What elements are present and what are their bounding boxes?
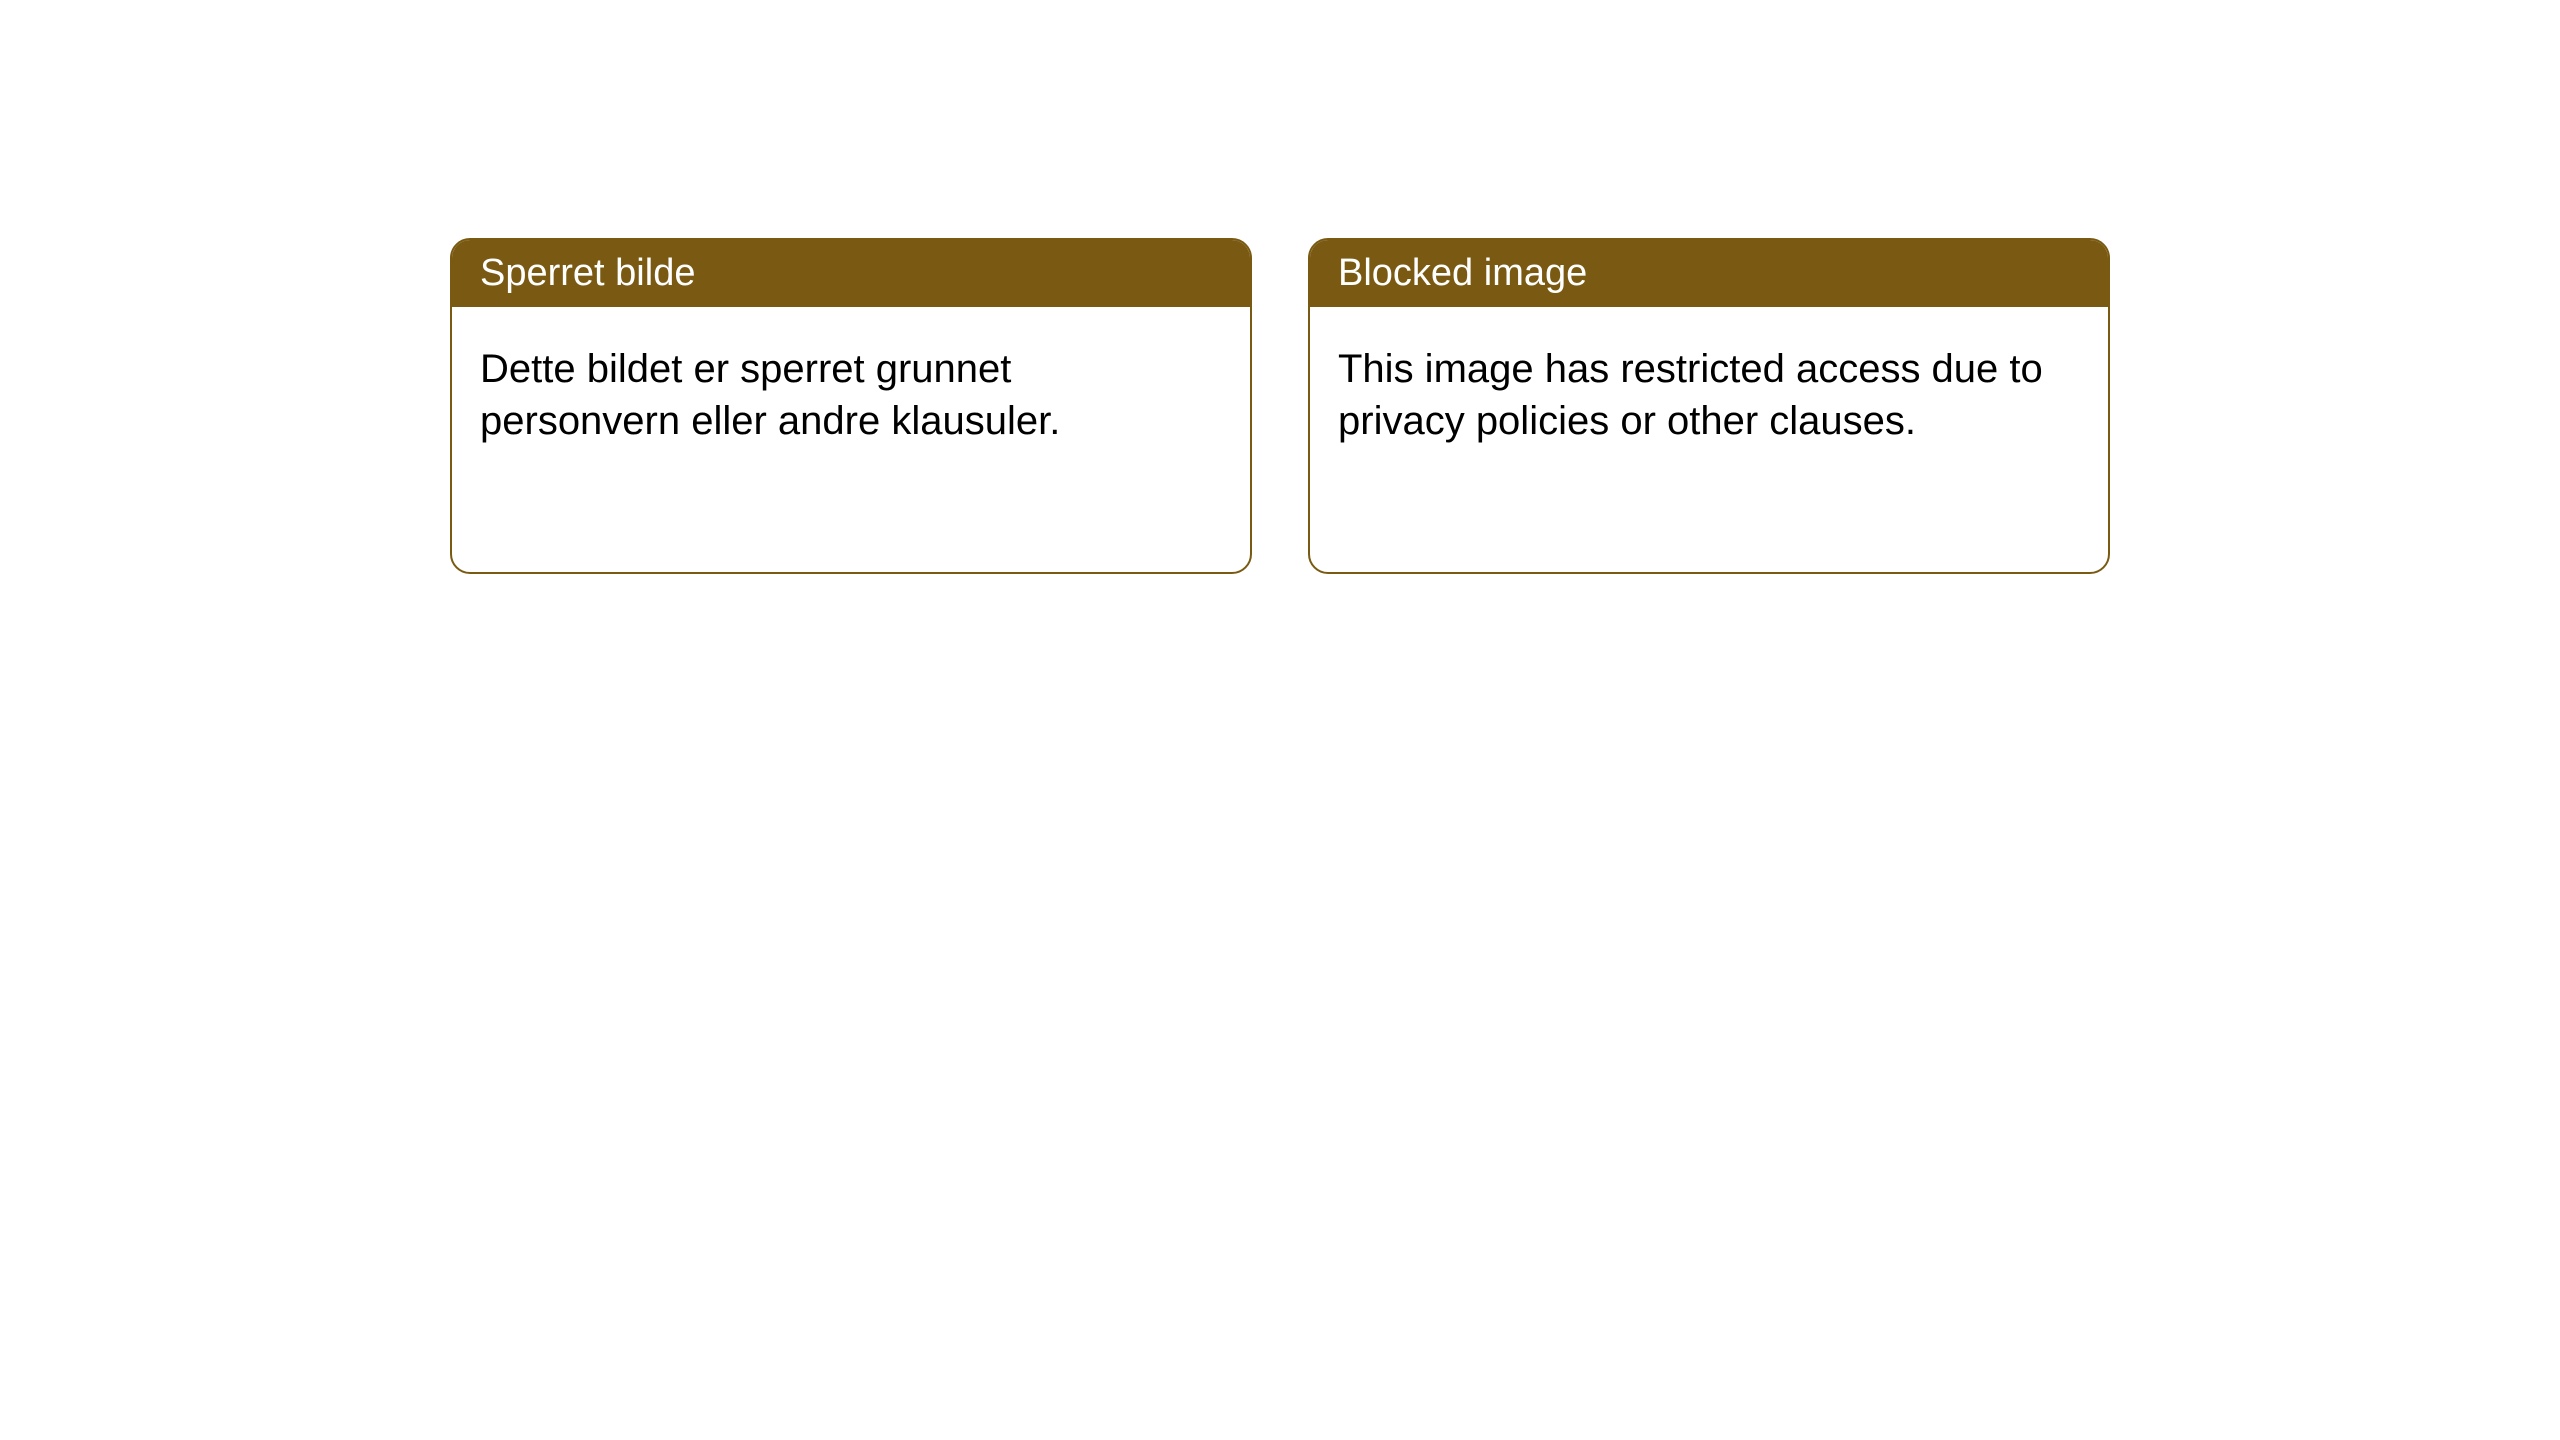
notice-body: This image has restricted access due to … bbox=[1310, 307, 2108, 483]
notice-body-text: Dette bildet er sperret grunnet personve… bbox=[480, 347, 1060, 443]
notice-container: Sperret bilde Dette bildet er sperret gr… bbox=[0, 0, 2560, 574]
notice-box-norwegian: Sperret bilde Dette bildet er sperret gr… bbox=[450, 238, 1252, 574]
notice-box-english: Blocked image This image has restricted … bbox=[1308, 238, 2110, 574]
notice-body: Dette bildet er sperret grunnet personve… bbox=[452, 307, 1250, 483]
notice-header: Sperret bilde bbox=[452, 240, 1250, 307]
notice-header: Blocked image bbox=[1310, 240, 2108, 307]
notice-title: Blocked image bbox=[1338, 252, 1587, 294]
notice-body-text: This image has restricted access due to … bbox=[1338, 347, 2043, 443]
notice-title: Sperret bilde bbox=[480, 252, 695, 294]
